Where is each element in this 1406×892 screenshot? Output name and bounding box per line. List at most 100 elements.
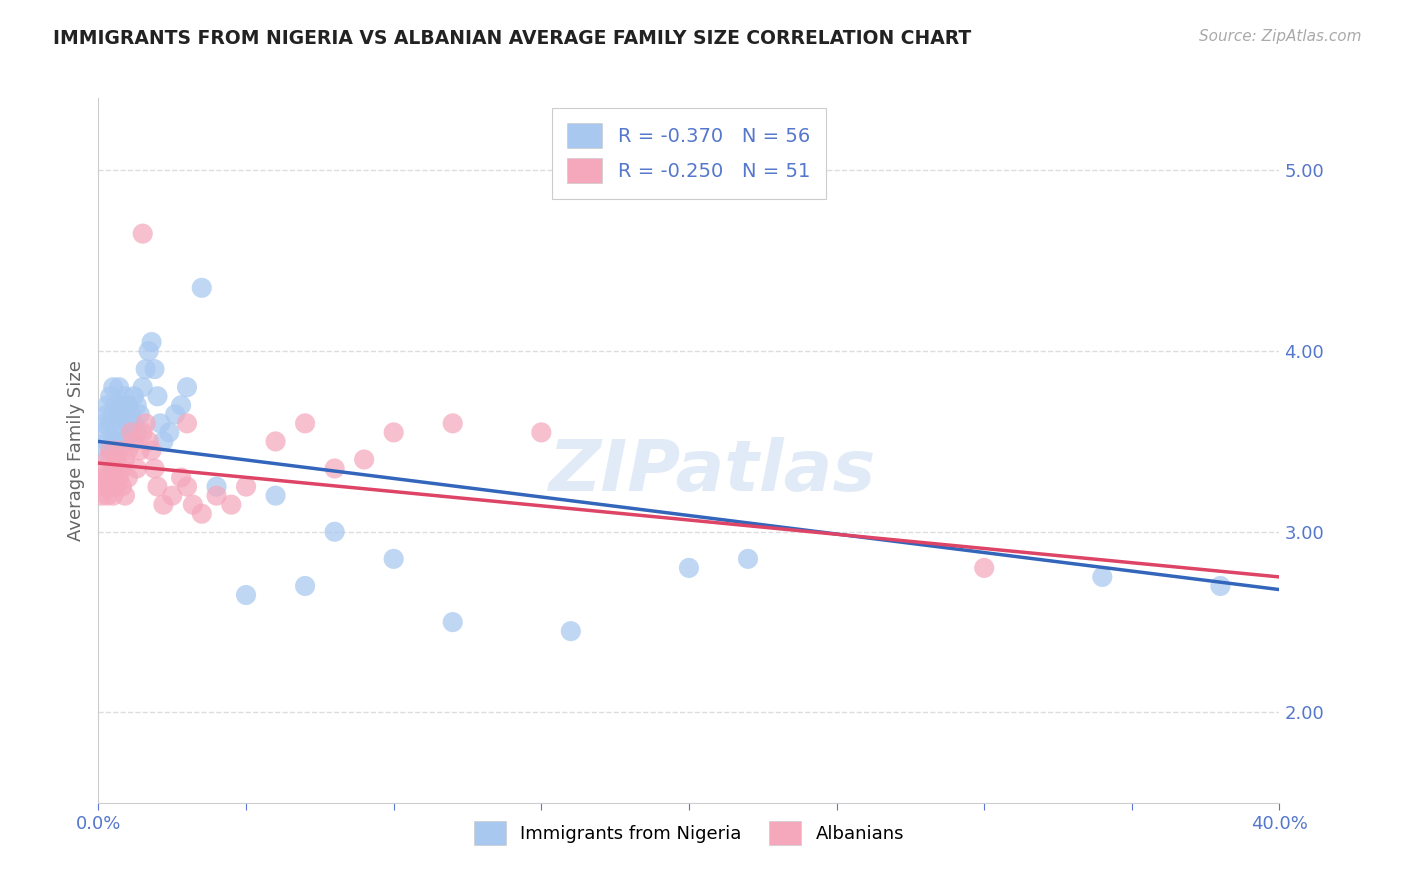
Point [1091, 570, 1114, 584]
Text: ZIPatlas: ZIPatlas [548, 437, 876, 506]
Point [149, 417, 172, 431]
Point [108, 380, 131, 394]
Point [294, 579, 316, 593]
Point [560, 624, 582, 639]
Point [114, 452, 136, 467]
Point [117, 398, 139, 412]
Point [114, 489, 136, 503]
Point [143, 362, 166, 376]
Y-axis label: Average Family Size: Average Family Size [66, 360, 84, 541]
Point [96, 452, 118, 467]
Point [114, 389, 136, 403]
Point [205, 480, 228, 494]
Point [141, 443, 163, 458]
Point [128, 443, 150, 458]
Point [170, 470, 193, 484]
Point [122, 417, 145, 431]
Point [103, 489, 125, 503]
Point [93, 417, 115, 431]
Point [132, 380, 155, 394]
Point [96, 470, 118, 484]
Point [98, 417, 121, 431]
Point [125, 461, 148, 475]
Point [96, 434, 118, 449]
Point [737, 552, 759, 566]
Point [111, 425, 134, 440]
Point [93, 480, 115, 494]
Point [108, 407, 131, 421]
Point [165, 407, 187, 421]
Point [96, 489, 118, 503]
Point [138, 344, 160, 359]
Point [264, 489, 287, 503]
Text: Source: ZipAtlas.com: Source: ZipAtlas.com [1198, 29, 1361, 44]
Point [93, 443, 115, 458]
Point [103, 461, 125, 475]
Point [143, 461, 166, 475]
Point [105, 398, 128, 412]
Point [176, 480, 198, 494]
Point [96, 407, 118, 421]
Point [117, 417, 139, 431]
Point [152, 498, 174, 512]
Point [120, 407, 142, 421]
Point [122, 389, 145, 403]
Point [152, 434, 174, 449]
Point [530, 425, 553, 440]
Point [132, 425, 155, 440]
Point [93, 461, 115, 475]
Point [114, 407, 136, 421]
Point [146, 389, 169, 403]
Point [135, 417, 157, 431]
Point [132, 227, 155, 241]
Point [205, 489, 228, 503]
Point [323, 461, 346, 475]
Point [973, 561, 995, 575]
Point [264, 434, 287, 449]
Point [120, 425, 142, 440]
Point [90, 489, 112, 503]
Point [170, 398, 193, 412]
Point [98, 443, 121, 458]
Point [323, 524, 346, 539]
Point [128, 407, 150, 421]
Point [105, 425, 128, 440]
Point [103, 434, 125, 449]
Point [120, 425, 142, 440]
Point [235, 588, 257, 602]
Point [441, 615, 464, 629]
Point [191, 507, 214, 521]
Point [294, 417, 316, 431]
Point [98, 389, 121, 403]
Point [114, 434, 136, 449]
Point [382, 552, 405, 566]
Point [108, 470, 131, 484]
Point [90, 425, 112, 440]
Point [191, 281, 214, 295]
Point [103, 407, 125, 421]
Point [135, 362, 157, 376]
Point [221, 498, 243, 512]
Point [353, 452, 375, 467]
Legend: Immigrants from Nigeria, Albanians: Immigrants from Nigeria, Albanians [464, 813, 914, 854]
Point [146, 480, 169, 494]
Point [125, 398, 148, 412]
Point [96, 398, 118, 412]
Point [103, 470, 125, 484]
Point [111, 461, 134, 475]
Point [122, 434, 145, 449]
Point [138, 434, 160, 449]
Point [141, 334, 163, 349]
Point [162, 489, 183, 503]
Point [1209, 579, 1232, 593]
Point [111, 480, 134, 494]
Point [176, 380, 198, 394]
Point [125, 425, 148, 440]
Point [90, 470, 112, 484]
Point [235, 480, 257, 494]
Point [105, 452, 128, 467]
Point [98, 480, 121, 494]
Point [108, 443, 131, 458]
Point [117, 470, 139, 484]
Point [678, 561, 700, 575]
